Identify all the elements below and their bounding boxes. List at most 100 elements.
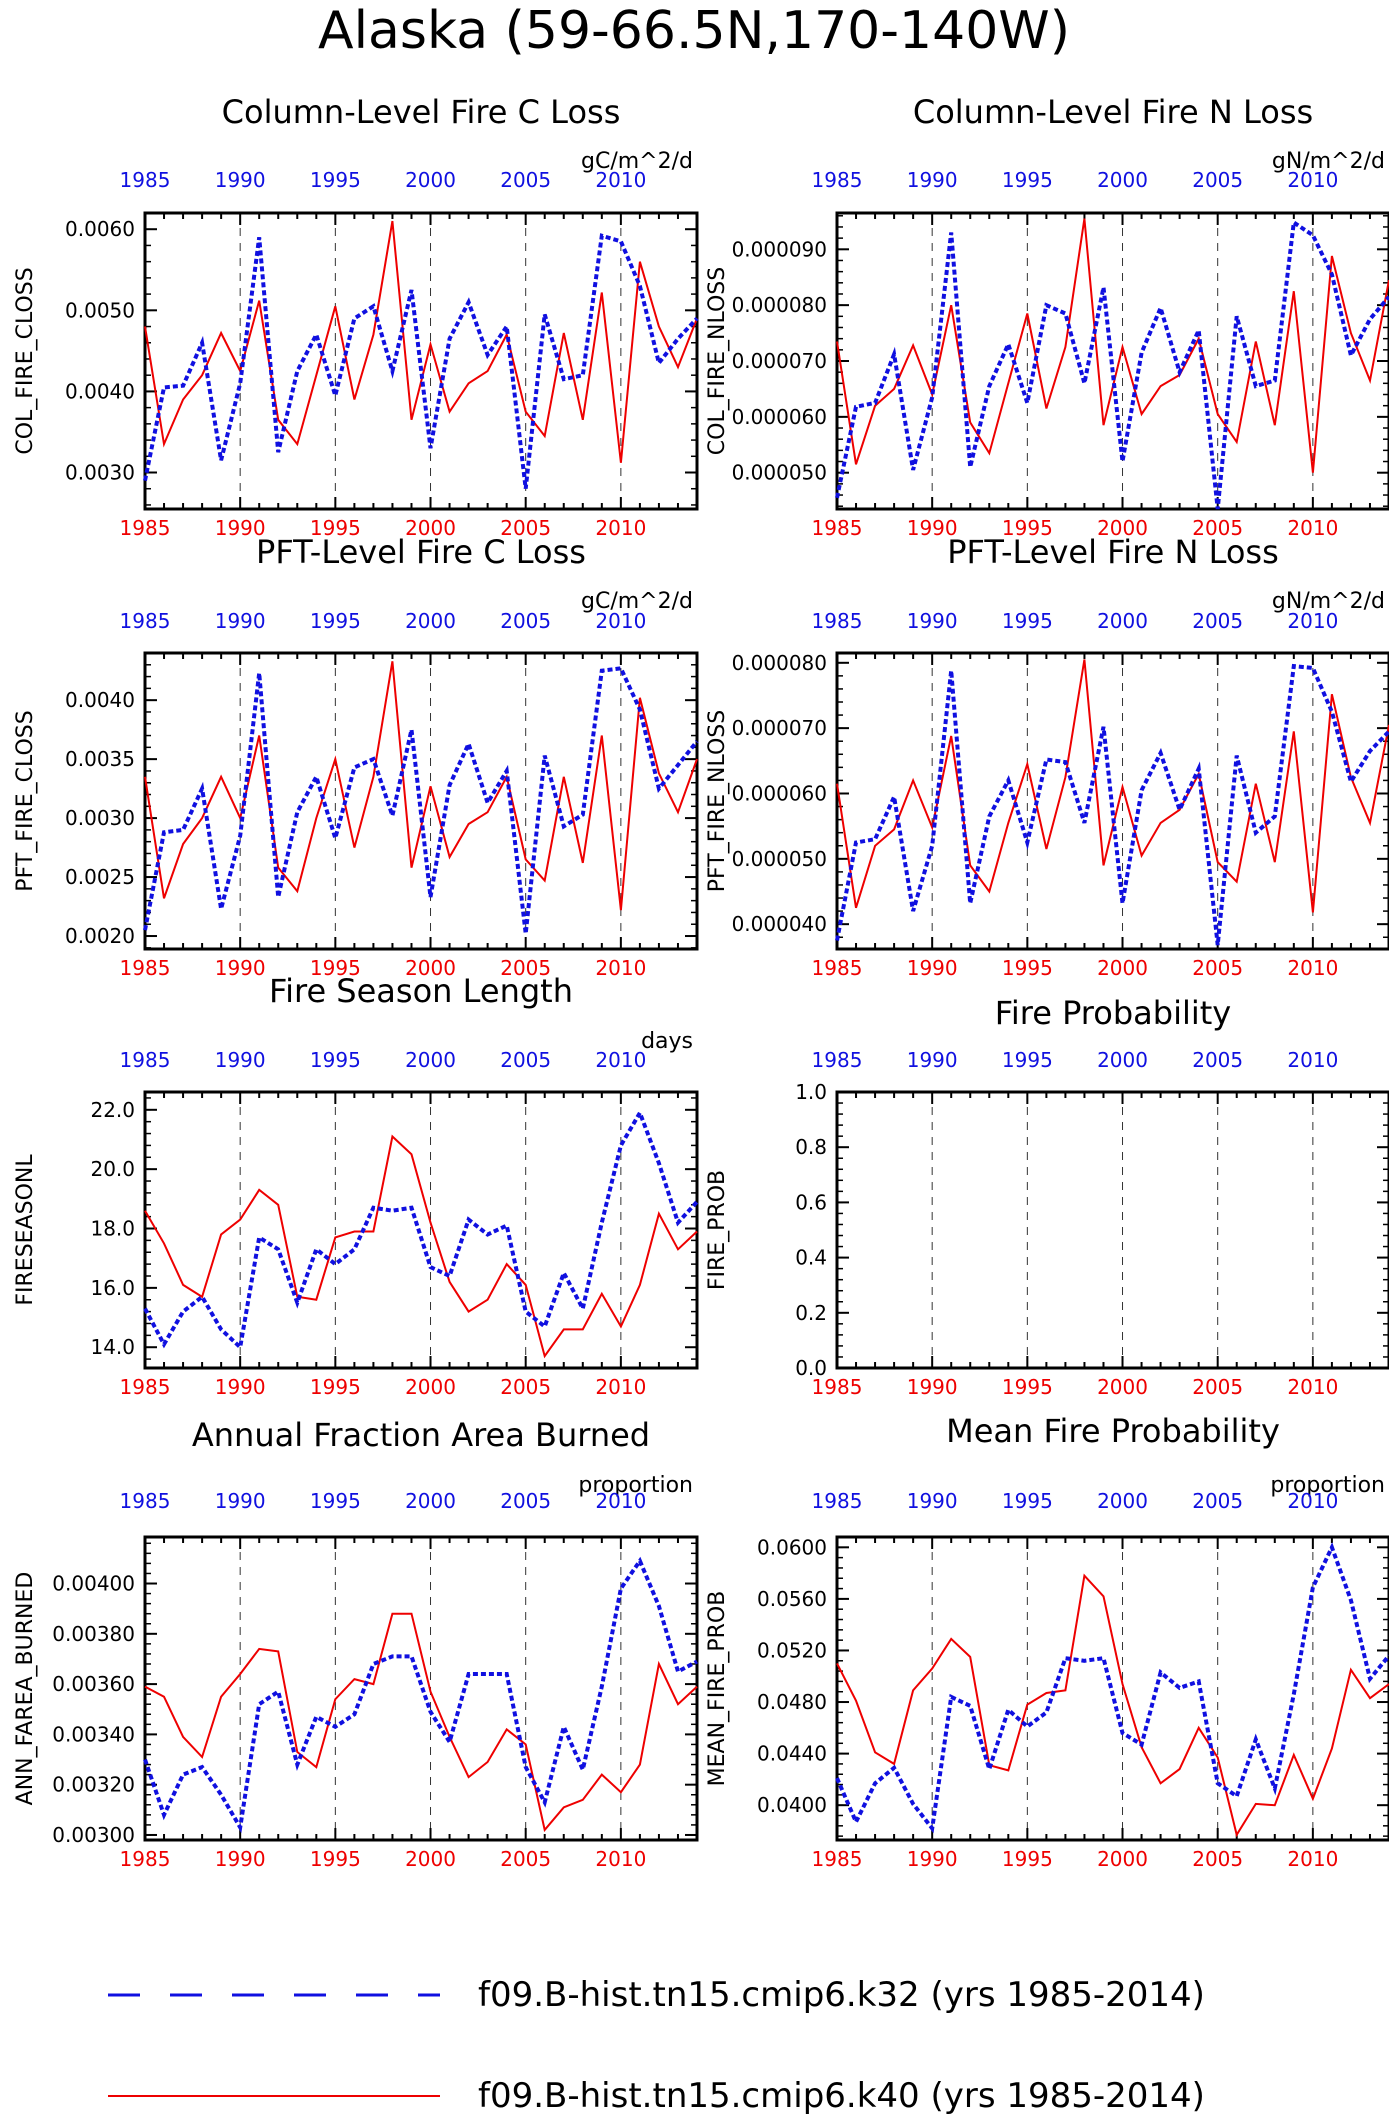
series-line-k32: [835, 663, 1389, 946]
x-tick-label-bottom: 1985: [812, 1847, 863, 1871]
x-tick-label-bottom: 2010: [1287, 1847, 1338, 1871]
chart-title: Column-Level Fire N Loss: [913, 93, 1313, 131]
chart-title: Column-Level Fire C Loss: [222, 93, 621, 131]
x-tick-label-bottom: 2005: [1192, 1375, 1243, 1399]
x-tick-label-bottom: 2010: [595, 516, 646, 540]
x-tick-label-top: 1990: [215, 609, 266, 633]
series-line-k40: [836, 1573, 1389, 1838]
x-tick-label-top: 2005: [1192, 1048, 1243, 1072]
x-tick-label-bottom: 1985: [120, 1375, 171, 1399]
y-axis-label: PFT_FIRE_CLOSS: [13, 710, 38, 891]
y-tick-label: 0.0600: [757, 1535, 827, 1559]
x-tick-label-bottom: 1995: [1002, 1847, 1053, 1871]
x-tick-label-top: 1995: [1002, 609, 1053, 633]
x-tick-label-top: 2000: [1097, 1489, 1148, 1513]
x-tick-label-top: 2010: [595, 168, 646, 192]
x-tick-label-bottom: 2005: [500, 516, 551, 540]
y-tick-label: 0.2: [795, 1301, 827, 1325]
chart-title: Mean Fire Probability: [946, 1412, 1280, 1450]
x-tick-label-top: 2005: [500, 1489, 551, 1513]
x-tick-label-top: 2010: [595, 609, 646, 633]
chart-panel-5: Fire Probability 1985 1985 1990 1990 1995 1995…: [705, 994, 1389, 1399]
y-tick-label: 0.00400: [52, 1572, 135, 1596]
series-line-k32: [143, 233, 699, 489]
x-tick-label-bottom: 2000: [405, 516, 456, 540]
plot-frame: [143, 1535, 699, 1842]
units-label: proportion: [1270, 1473, 1385, 1498]
x-tick-label-top: 1985: [812, 609, 863, 633]
x-tick-label-bottom: 1990: [215, 516, 266, 540]
x-tick-label-top: 2010: [595, 1048, 646, 1072]
x-tick-label-top: 2000: [405, 168, 456, 192]
units-label: gC/m^2/d: [581, 589, 693, 614]
x-tick-label-top: 1990: [907, 609, 958, 633]
y-tick-label: 0.00360: [52, 1672, 135, 1696]
units-label: gC/m^2/d: [581, 149, 693, 174]
y-tick-label: 1.0: [795, 1080, 827, 1104]
x-tick-label-bottom: 1990: [907, 516, 958, 540]
x-tick-label-bottom: 1985: [120, 516, 171, 540]
y-axis-label: COL_FIRE_CLOSS: [13, 267, 38, 454]
y-tick-label: 0.0040: [65, 379, 135, 403]
x-tick-label-bottom: 2010: [595, 956, 646, 980]
x-tick-label-top: 1985: [120, 1048, 171, 1072]
x-tick-label-top: 2000: [405, 1048, 456, 1072]
y-axis-label: ANN_FAREA_BURNED: [13, 1572, 38, 1806]
y-tick-label: 22.0: [90, 1098, 135, 1122]
x-tick-label-top: 1995: [1002, 1489, 1053, 1513]
y-tick-label: 0.0400: [757, 1793, 827, 1817]
x-tick-label-top: 2005: [500, 1048, 551, 1072]
x-tick-label-top: 1990: [907, 168, 958, 192]
chart-panel-0: Column-Level Fire C Loss gC/m^2/d 1985 1985…: [13, 93, 699, 540]
y-tick-label: 0.0030: [65, 461, 135, 485]
legend-label-k40: f09.B-hist.tn15.cmip6.k40 (yrs 1985-2014…: [478, 2076, 1205, 2116]
x-tick-label-bottom: 1990: [215, 1375, 266, 1399]
x-tick-label-bottom: 2000: [1097, 956, 1148, 980]
x-tick-label-top: 1995: [310, 1489, 361, 1513]
x-tick-label-bottom: 1985: [812, 1375, 863, 1399]
series-line-k40: [144, 1612, 698, 1833]
y-tick-label: 0.000040: [732, 912, 827, 936]
x-tick-label-top: 2010: [595, 1489, 646, 1513]
x-tick-label-bottom: 1995: [310, 956, 361, 980]
chart-title: PFT-Level Fire N Loss: [947, 533, 1279, 571]
x-tick-label-bottom: 2010: [595, 1375, 646, 1399]
x-tick-label-bottom: 2000: [405, 956, 456, 980]
x-tick-label-top: 1995: [310, 168, 361, 192]
series-line-k40: [836, 218, 1389, 473]
x-tick-label-bottom: 2005: [1192, 516, 1243, 540]
x-tick-label-top: 2000: [1097, 1048, 1148, 1072]
x-tick-label-bottom: 2005: [1192, 956, 1243, 980]
x-tick-label-bottom: 2005: [500, 1375, 551, 1399]
x-tick-label-top: 1985: [812, 1048, 863, 1072]
x-tick-label-bottom: 2010: [1287, 956, 1338, 980]
units-label: proportion: [578, 1473, 693, 1498]
chart-panel-1: Column-Level Fire N Loss gN/m^2/d 1985 1985…: [705, 93, 1389, 540]
y-tick-label: 0.6: [795, 1190, 827, 1214]
x-tick-label-bottom: 1995: [310, 1375, 361, 1399]
plot-frame: [835, 1090, 1389, 1370]
x-tick-label-top: 1990: [907, 1048, 958, 1072]
x-tick-label-bottom: 2010: [595, 1847, 646, 1871]
y-axis-label: FIRE_PROB: [705, 1170, 730, 1290]
y-tick-label: 0.0060: [65, 217, 135, 241]
x-tick-label-top: 2010: [1287, 1048, 1338, 1072]
legend-label-k32: f09.B-hist.tn15.cmip6.k32 (yrs 1985-2014…: [478, 1975, 1205, 2015]
x-tick-label-bottom: 1995: [310, 1847, 361, 1871]
y-tick-label: 0.000070: [732, 716, 827, 740]
y-axis-label: FIRESEASONL: [13, 1154, 38, 1306]
y-tick-label: 0.8: [795, 1135, 827, 1159]
y-tick-label: 0.4: [795, 1246, 827, 1270]
x-tick-label-top: 1990: [215, 1489, 266, 1513]
y-tick-label: 0.000080: [732, 651, 827, 675]
y-tick-label: 14.0: [90, 1335, 135, 1359]
plot-frame: [143, 651, 699, 951]
y-tick-label: 0.0040: [65, 688, 135, 712]
y-tick-label: 0.0440: [757, 1742, 827, 1766]
chart-panel-3: PFT-Level Fire N Loss gN/m^2/d 1985 1985 199…: [705, 533, 1389, 980]
x-tick-label-bottom: 2005: [500, 956, 551, 980]
x-tick-label-top: 1985: [120, 609, 171, 633]
series-line-k40: [144, 661, 698, 911]
x-tick-label-bottom: 1995: [310, 516, 361, 540]
